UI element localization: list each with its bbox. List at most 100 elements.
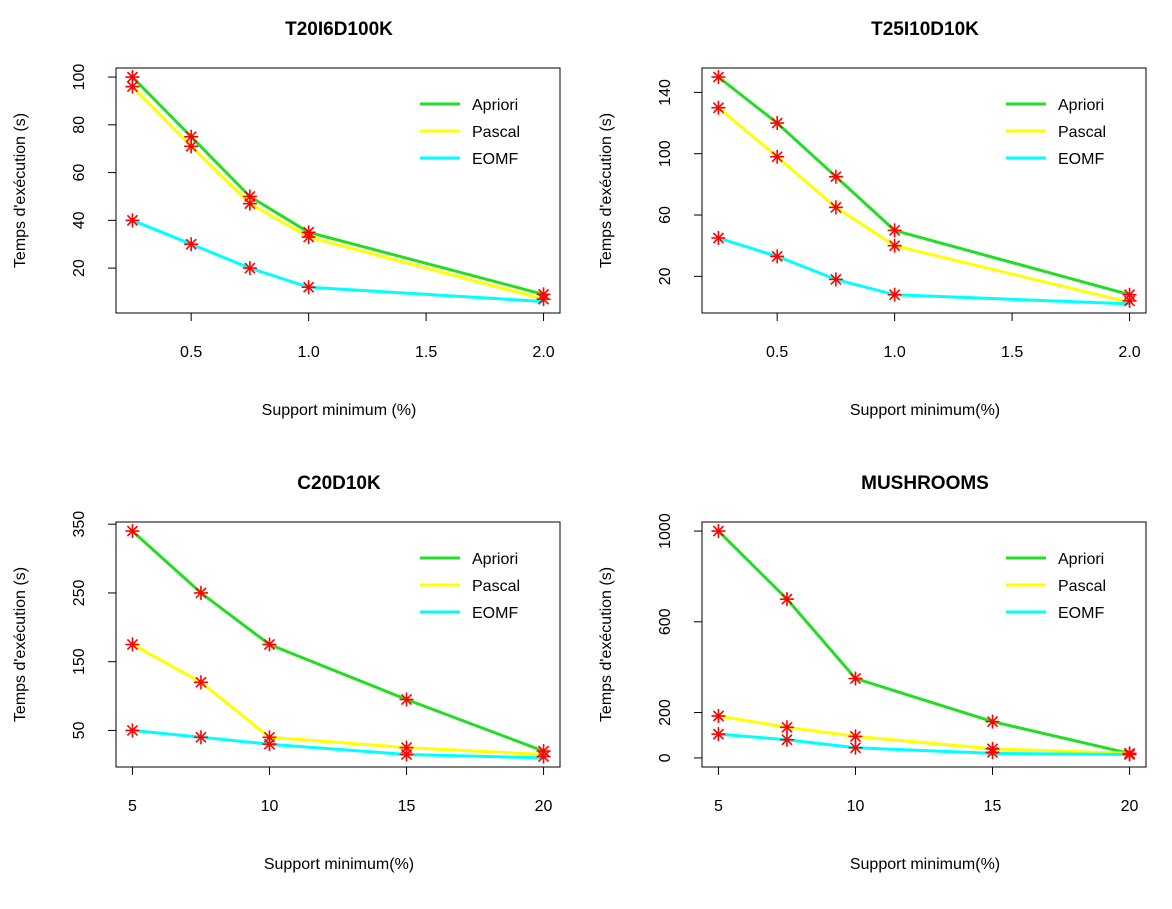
chart4-data-point-marker [848, 671, 863, 686]
chart3-data-point-marker [125, 524, 140, 539]
chart1-data-point-marker [301, 230, 316, 245]
chart2-data-point-marker [770, 149, 785, 164]
chart1-y-tick-label: 20 [71, 259, 88, 277]
chart4-data-point-marker [779, 720, 794, 735]
chart2-plot-frame [701, 67, 1147, 314]
chart1-y-tick-label: 40 [71, 211, 88, 229]
chart2-legend-label-pascal: Pascal [1058, 124, 1106, 141]
chart2-data-point-marker [828, 169, 843, 184]
chart3-data-point-marker [125, 723, 140, 738]
chart2-x-tick-label: 1.5 [1001, 344, 1023, 361]
chart3-y-axis-label: Temps d'exécution (s) [12, 567, 29, 722]
chart3-data-point-marker [193, 585, 208, 600]
chart-panel-t25i10d10k: T25I10D10K 0.5 1.0 1.5 2.0 20 60 100 140 Support … [586, 0, 1172, 454]
chart3-y-tick-label: 350 [71, 511, 88, 538]
chart4-x-tick-label: 5 [714, 798, 723, 815]
chart2-legend-label-apriori: Apriori [1058, 97, 1104, 114]
chart3-y-tick-label: 150 [71, 648, 88, 675]
chart-panel-c20d10k: C20D10K 5 10 15 20 50 150 250 350 Support minimum… [0, 454, 586, 908]
chart3-data-point-marker [262, 637, 277, 652]
chart2-data-point-marker [1122, 293, 1137, 308]
chart-panel-t20i6d100k: T20I6D100K 0.5 1.0 1.5 2.0 20 40 60 80 100 Support… [0, 0, 586, 454]
chart3-x-tick-label: 10 [261, 798, 279, 815]
chart4-y-tick-label: 1000 [657, 513, 674, 549]
chart4-data-point-marker [1122, 747, 1137, 762]
chart1-plot-frame [115, 67, 561, 314]
chart-svg-t25i10d10k: T25I10D10K 0.5 1.0 1.5 2.0 20 60 100 140 Support … [598, 19, 1147, 419]
chart4-data-point-marker [779, 732, 794, 747]
chart2-data-point-marker [828, 200, 843, 215]
chart-panel-mushrooms: MUSHROOMS 5 10 15 20 0 200 600 1000 Support minim… [586, 454, 1172, 908]
chart1-data-point-marker [242, 261, 257, 276]
chart4-data-point-marker [985, 745, 1000, 760]
chart4-series-line-pascal [718, 714, 1130, 755]
chart2-data-point-marker [887, 223, 902, 238]
chart4-data-point-marker [711, 708, 726, 723]
chart1-data-point-marker [536, 292, 551, 307]
chart4-x-tick-label: 20 [1121, 798, 1139, 815]
chart2-data-point-marker [887, 238, 902, 253]
chart1-x-tick-label: 1.0 [298, 344, 320, 361]
chart1-data-point-marker [125, 213, 140, 228]
chart2-y-tick-label: 140 [657, 79, 674, 106]
chart4-data-point-marker [848, 740, 863, 755]
chart2-title: T25I10D10K [871, 19, 979, 40]
chart2-y-tick-label: 20 [657, 267, 674, 285]
chart3-series-line-eomf [132, 728, 544, 760]
chart4-legend-label-eomf: EOMF [1058, 605, 1104, 622]
chart2-data-point-marker [887, 287, 902, 302]
chart4-x-tick-label: 15 [984, 798, 1002, 815]
chart4-data-point-marker [711, 524, 726, 539]
chart3-data-point-marker [399, 692, 414, 707]
chart4-x-tick-label: 10 [847, 798, 865, 815]
chart4-data-point-marker [779, 592, 794, 607]
chart4-legend-label-pascal: Pascal [1058, 578, 1106, 595]
chart3-data-point-marker [125, 637, 140, 652]
chart1-data-point-marker [301, 280, 316, 295]
chart-svg-t20i6d100k: T20I6D100K 0.5 1.0 1.5 2.0 20 40 60 80 100 Support… [12, 19, 561, 419]
chart1-title: T20I6D100K [285, 19, 393, 40]
chart1-x-tick-label: 0.5 [180, 344, 202, 361]
chart1-data-point-marker [184, 139, 199, 154]
chart2-data-point-marker [711, 231, 726, 246]
chart3-data-point-marker [193, 730, 208, 745]
chart3-y-tick-label: 250 [71, 579, 88, 606]
chart3-data-point-marker [536, 749, 551, 764]
chart3-x-tick-label: 5 [128, 798, 137, 815]
chart2-data-point-marker [770, 116, 785, 131]
chart2-data-point-marker [828, 272, 843, 287]
chart2-data-point-marker [770, 249, 785, 264]
chart1-series-line-pascal [131, 85, 544, 301]
chart2-y-tick-label: 100 [657, 140, 674, 167]
chart2-x-axis-label: Support minimum(%) [850, 402, 1000, 419]
chart1-series-line-eomf [131, 218, 544, 303]
chart1-data-point-marker [242, 196, 257, 211]
chart3-legend-label-apriori: Apriori [472, 551, 518, 568]
chart2-data-point-marker [711, 100, 726, 115]
chart3-data-point-marker [262, 737, 277, 752]
chart2-y-axis-label: Temps d'exécution (s) [598, 113, 615, 268]
chart3-x-axis-label: Support minimum(%) [264, 856, 414, 873]
chart1-x-tick-label: 2.0 [532, 344, 554, 361]
chart4-plot-frame [701, 521, 1147, 768]
chart4-y-tick-label: 200 [657, 699, 674, 726]
chart1-y-tick-label: 60 [71, 164, 88, 182]
chart2-legend-label-eomf: EOMF [1058, 151, 1104, 168]
chart4-x-axis-label: Support minimum(%) [850, 856, 1000, 873]
chart-svg-c20d10k: C20D10K 5 10 15 20 50 150 250 350 Support minimum… [12, 473, 561, 873]
chart1-legend-label-pascal: Pascal [472, 124, 520, 141]
chart2-series-line-eomf [717, 236, 1130, 306]
chart1-y-tick-label: 100 [71, 64, 88, 91]
chart1-data-point-marker [125, 79, 140, 94]
chart1-x-axis-label: Support minimum (%) [262, 402, 417, 419]
chart2-data-point-marker [711, 70, 726, 85]
chart2-y-tick-label: 60 [657, 206, 674, 224]
chart1-legend-label-apriori: Apriori [472, 97, 518, 114]
chart3-y-tick-label: 50 [71, 721, 88, 739]
chart1-y-axis-label: Temps d'exécution (s) [12, 113, 29, 268]
chart4-y-tick-label: 600 [657, 608, 674, 635]
chart3-data-point-marker [399, 747, 414, 762]
chart1-y-tick-label: 80 [71, 116, 88, 134]
chart4-legend-label-apriori: Apriori [1058, 551, 1104, 568]
